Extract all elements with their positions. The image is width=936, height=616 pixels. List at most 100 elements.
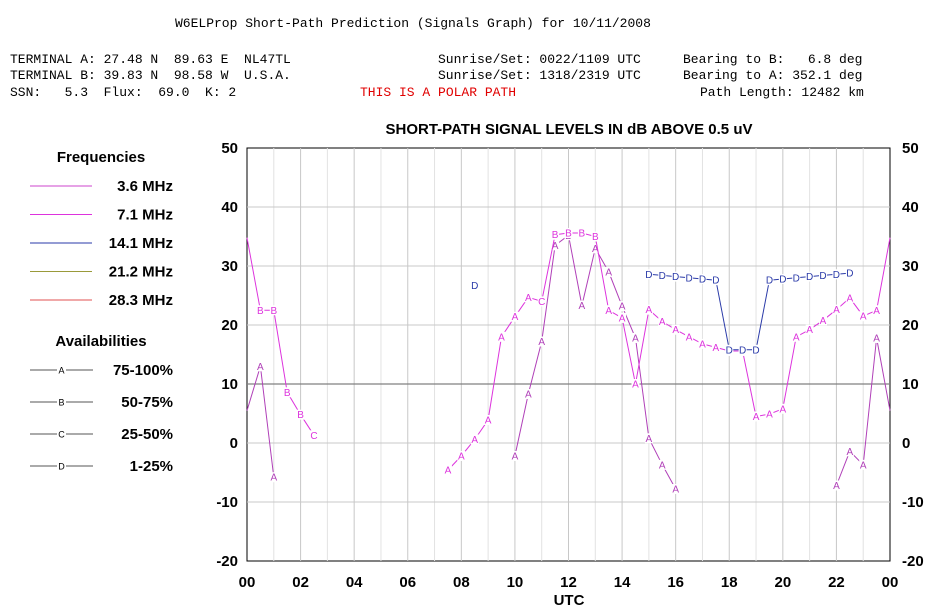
point-marker-bg: [524, 292, 533, 303]
point-marker-bg: [283, 387, 292, 398]
point-marker: A: [445, 466, 452, 477]
point-marker: A: [632, 333, 639, 344]
point-marker: D: [793, 273, 800, 284]
x-tick-label: 18: [721, 574, 738, 591]
point-marker-bg: [564, 227, 573, 238]
point-marker-bg: [296, 409, 305, 420]
point-marker: A: [257, 362, 264, 373]
point-marker: A: [820, 316, 827, 327]
x-tick-label: 16: [667, 574, 684, 591]
point-marker-bg: [845, 446, 854, 457]
x-tick-label: 10: [507, 574, 524, 591]
point-marker: D: [752, 345, 759, 356]
legend-availability-marker-bg: [57, 429, 66, 439]
point-marker: C: [310, 431, 317, 442]
point-marker-bg: [618, 312, 627, 323]
point-marker: A: [512, 451, 519, 462]
point-marker-bg: [805, 324, 814, 335]
x-tick-label: 00: [239, 574, 256, 591]
point-marker-bg: [577, 300, 586, 311]
point-marker-bg: [457, 450, 466, 461]
y-tick-label-right: 40: [902, 199, 919, 216]
point-marker: A: [646, 305, 653, 316]
plot-area: AAAAAABAAAAAAAAAAAABBBBCAAAAAAACBBBBAAAA…: [246, 227, 891, 496]
point-marker: B: [284, 388, 291, 399]
point-marker-bg: [510, 311, 519, 322]
point-marker: D: [779, 274, 786, 285]
point-marker: D: [833, 270, 840, 281]
legend-frequency-label: 7.1 MHz: [117, 207, 173, 224]
y-tick-label-right: -10: [902, 494, 924, 511]
point-marker-bg: [832, 304, 841, 315]
legend-frequencies-title: Frequencies: [57, 149, 145, 166]
point-marker-bg: [711, 342, 720, 353]
point-marker-bg: [671, 484, 680, 495]
point-marker: C: [538, 297, 545, 308]
point-marker-bg: [752, 411, 761, 422]
x-axis-label: UTC: [554, 592, 585, 609]
point-marker-bg: [738, 344, 747, 355]
point-marker: D: [685, 273, 692, 284]
point-marker-bg: [644, 433, 653, 444]
point-marker: A: [846, 293, 853, 304]
point-marker: A: [485, 415, 492, 426]
point-marker-bg: [698, 338, 707, 349]
point-marker-bg: [256, 361, 265, 372]
legend-availability-marker-bg: [57, 397, 66, 407]
y-tick-label-left: -20: [216, 553, 238, 570]
point-marker-bg: [832, 480, 841, 491]
point-marker-bg: [792, 331, 801, 342]
legend-availability-marker: A: [58, 366, 64, 376]
point-marker-bg: [778, 403, 787, 414]
x-tick-label: 08: [453, 574, 470, 591]
point-marker-bg: [658, 459, 667, 470]
point-marker-bg: [631, 332, 640, 343]
point-marker-bg: [510, 450, 519, 461]
point-marker: D: [819, 271, 826, 282]
point-marker: A: [552, 241, 559, 252]
point-marker: A: [713, 343, 720, 354]
point-marker: A: [458, 451, 465, 462]
y-tick-label-right: 30: [902, 258, 919, 275]
series-line: [447, 232, 891, 471]
point-marker-bg: [309, 430, 318, 441]
point-marker: A: [753, 412, 760, 423]
ssn-line: SSN: 5.3 Flux: 69.0 K: 2: [10, 85, 237, 100]
y-tick-label-left: -10: [216, 494, 238, 511]
point-marker-bg: [256, 305, 265, 316]
point-marker: B: [552, 230, 559, 241]
legend-availability-label: 25-50%: [121, 426, 173, 443]
x-tick-label: 22: [828, 574, 845, 591]
y-tick-label-left: 40: [221, 199, 238, 216]
point-marker-bg: [658, 316, 667, 327]
point-marker-bg: [778, 273, 787, 284]
point-marker: B: [565, 228, 572, 239]
point-marker: A: [686, 332, 693, 343]
point-marker: B: [592, 232, 599, 243]
point-marker: A: [873, 333, 880, 344]
legend-frequency-label: 3.6 MHz: [117, 178, 173, 195]
y-tick-label-right: 0: [902, 435, 910, 452]
point-marker: D: [659, 271, 666, 282]
point-marker-bg: [685, 331, 694, 342]
series-line: [246, 237, 315, 436]
point-marker-bg: [644, 304, 653, 315]
series-line: [246, 366, 275, 478]
point-marker-bg: [470, 434, 479, 445]
point-marker-bg: [872, 332, 881, 343]
point-marker-bg: [859, 459, 868, 470]
legend-frequency-label: 14.1 MHz: [109, 235, 173, 252]
series-line: [648, 272, 850, 351]
legend-availability-label: 75-100%: [113, 362, 173, 379]
x-tick-label: 20: [774, 574, 791, 591]
point-marker: A: [646, 434, 653, 445]
point-marker-bg: [591, 243, 600, 254]
point-marker-bg: [698, 273, 707, 284]
point-marker: A: [270, 473, 277, 484]
point-marker-bg: [658, 270, 667, 281]
legend-availability-marker-bg: [57, 461, 66, 471]
point-marker: A: [471, 435, 478, 446]
point-marker: A: [498, 332, 505, 343]
point-marker-bg: [484, 414, 493, 425]
y-tick-label-left: 50: [221, 140, 238, 157]
